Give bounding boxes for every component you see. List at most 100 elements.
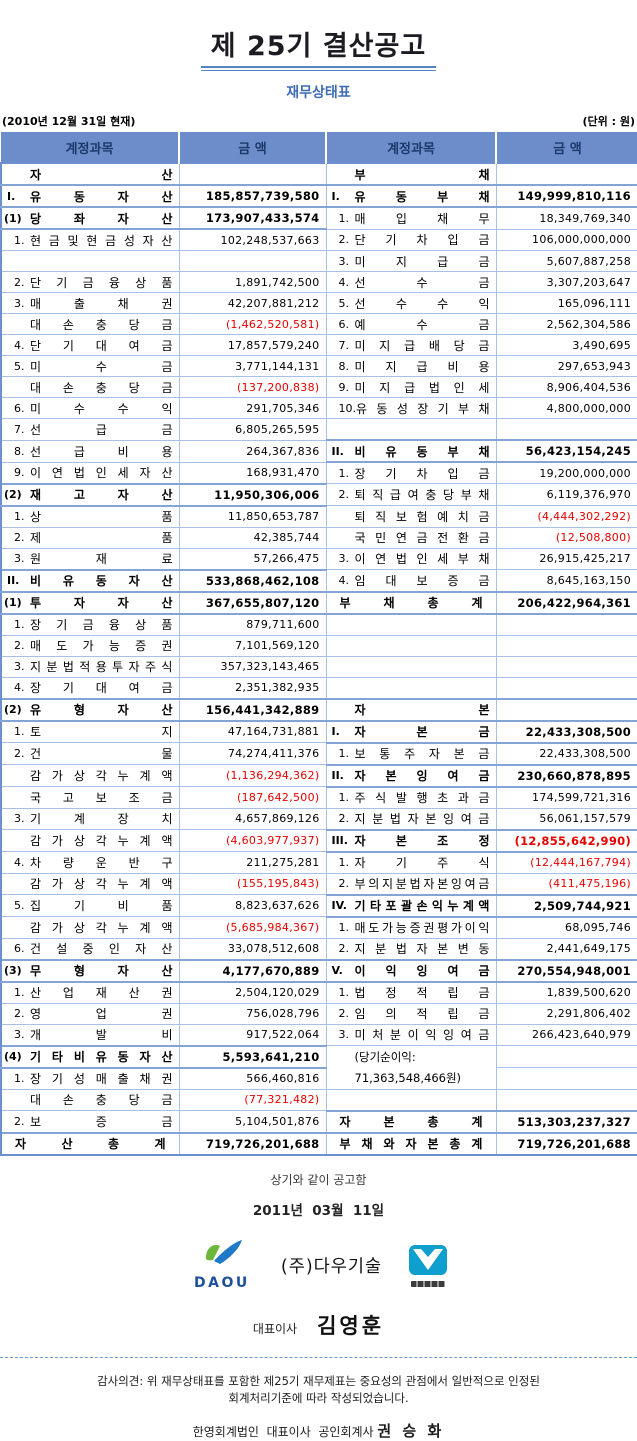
account-prefix: 6. <box>14 942 25 955</box>
left-account-cell: 3. 원 재 료 <box>0 547 180 570</box>
right-account-cell: I. 유 동 부 채 <box>325 184 497 208</box>
left-amount-cell: (5,685,984,367) <box>178 916 327 939</box>
account-prefix: II. <box>331 444 344 458</box>
account-prefix: 1. <box>338 791 350 804</box>
table-row: 6. 미 수 수 익 291,705,346 10. 유 동 성 장 기 부 채 4,800,000,000 <box>0 397 637 419</box>
left-amount-cell: 357,323,143,465 <box>178 655 327 678</box>
right-account-cell: 4. 선 수 금 <box>325 271 497 293</box>
left-account-cell: 6. 미 수 수 익 <box>0 397 180 419</box>
right-amount-cell: 56,061,157,579 <box>495 807 637 830</box>
meta-row: (2010년 12월 31일 현재) (단위 : 원) <box>0 102 637 132</box>
right-amount-cell: 5,607,887,258 <box>495 250 637 272</box>
left-account-cell: 1. 현 금 및 현 금 성 자 산 <box>0 228 180 251</box>
right-account-cell: 2. 퇴 직 급 여 충 당 부 채 <box>325 483 497 506</box>
table-row: 2. 건 물 74,274,411,376 1. 보 통 주 자 본 금 22,433,308,500 <box>0 742 637 765</box>
right-amount-cell <box>495 1067 637 1090</box>
daou-wordmark: DAOU <box>194 1275 250 1291</box>
left-account-cell: 1. 장 기 성 매 출 채 권 <box>0 1067 180 1090</box>
right-amount-cell <box>495 1045 637 1068</box>
account-prefix: 2. <box>14 1007 25 1020</box>
daou-logo: DAOU <box>189 1240 255 1291</box>
account-prefix: 4. <box>338 275 350 289</box>
right-amount-cell <box>495 613 637 636</box>
cpa-name: 권 승 화 <box>377 1422 445 1440</box>
left-account-cell: 2. 단 기 금 융 상 품 <box>0 271 180 293</box>
left-amount-cell: 47,164,731,881 <box>178 720 327 743</box>
right-amount-cell: 3,490,695 <box>495 334 637 356</box>
table-row: 3. 지 분 법 적 용 투 자 주 식 357,323,143,465 <box>0 655 637 678</box>
right-amount-cell <box>495 655 637 678</box>
left-amount-cell: 5,104,501,876 <box>178 1110 327 1133</box>
left-account-cell: 2. 매 도 가 능 증 권 <box>0 634 180 657</box>
audit-firm-titles: 한영회계법인 대표이사 공인회계사 <box>192 1425 374 1439</box>
account-prefix: 2. <box>14 531 25 544</box>
right-amount-cell: 8,645,163,150 <box>495 569 637 592</box>
left-account-cell: 1. 토 지 <box>0 720 180 743</box>
left-account-cell: 7. 선 급 금 <box>0 418 180 441</box>
right-amount-cell: 2,291,806,402 <box>495 1002 637 1025</box>
company-signature-row: DAOU (주)다우기술 <box>0 1235 637 1297</box>
account-prefix: II. <box>331 769 344 782</box>
account-prefix: 5. <box>14 359 25 373</box>
account-prefix: 4. <box>338 573 350 587</box>
right-amount-cell <box>495 418 637 441</box>
account-prefix: 1. <box>14 233 25 247</box>
left-amount-cell: 879,711,600 <box>178 613 327 636</box>
account-prefix: 2. <box>14 747 25 760</box>
left-account-cell: 9. 이 연 법 인 세 자 산 <box>0 461 180 484</box>
account-prefix: II. <box>7 574 20 587</box>
right-account-cell <box>325 418 497 441</box>
left-amount-cell: 7,101,569,120 <box>178 634 327 657</box>
right-amount-cell: 22,433,308,500 <box>495 719 637 744</box>
right-account-cell: 1. 자 기 주 식 <box>325 851 497 874</box>
table-row: 대 손 충 당 금 (1,462,520,581) 6. 예 수 금 2,562,304,586 <box>0 313 637 335</box>
left-amount-cell: (4,603,977,937) <box>178 829 327 852</box>
account-prefix: 1. <box>14 725 25 739</box>
left-amount-cell: 2,504,120,029 <box>178 981 327 1004</box>
right-amount-cell: 3,307,203,647 <box>495 271 637 293</box>
left-amount-cell: 367,655,807,120 <box>178 590 327 615</box>
table-row: (1) 당 좌 자 산 173,907,433,574 1. 매 입 채 무 18,349,769,3… <box>0 206 637 230</box>
column-header-amount-left: 금 액 <box>178 132 326 163</box>
account-prefix: 1. <box>338 211 350 225</box>
account-prefix: I. <box>7 189 16 203</box>
right-amount-cell: (411,475,196) <box>495 872 637 895</box>
right-amount-cell: (4,444,302,292) <box>495 505 637 528</box>
left-account-cell: 3. 매 출 채 권 <box>0 292 180 314</box>
right-amount-cell: 19,200,000,000 <box>495 461 637 484</box>
title-underline: 제 25기 결산공고 <box>200 24 437 71</box>
left-account-cell: 2. 건 물 <box>0 742 180 765</box>
